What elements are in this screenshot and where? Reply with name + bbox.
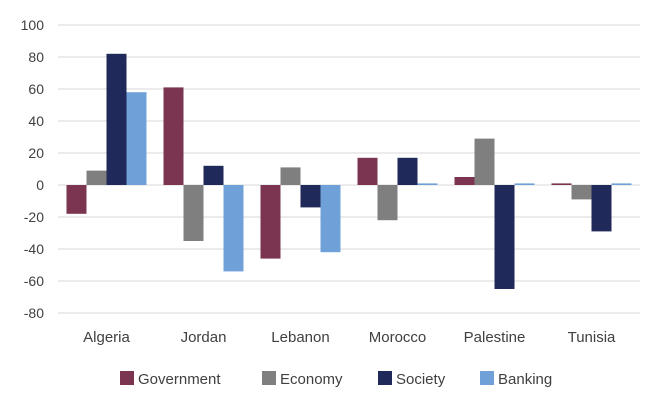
- legend-label-government: Government: [138, 371, 221, 388]
- y-axis-ticks: -80 -60 -40 -20 0 20 40 60 80 100: [21, 17, 45, 321]
- bar-society-tunisia: [591, 185, 612, 232]
- legend-swatch-banking: [480, 371, 494, 385]
- bar-banking-tunisia: [611, 183, 632, 185]
- y-tick-label: 60: [28, 81, 44, 97]
- gridlines: [58, 24, 640, 314]
- y-tick-label: -40: [24, 241, 44, 257]
- y-tick-label: 20: [28, 145, 44, 161]
- legend-label-society: Society: [396, 371, 446, 388]
- y-tick-label: -20: [24, 209, 44, 225]
- bar-economy-jordan: [183, 185, 204, 241]
- legend-swatch-society: [378, 371, 392, 385]
- legend-label-banking: Banking: [498, 371, 552, 388]
- bars: [66, 53, 632, 289]
- x-axis-categories: Algeria Jordan Lebanon Morocco Palestine Tuni…: [83, 329, 616, 346]
- bar-economy-tunisia: [571, 185, 592, 200]
- x-category-label: Algeria: [83, 329, 130, 346]
- bar-society-lebanon: [300, 185, 321, 208]
- bar-government-palestine: [454, 177, 475, 185]
- legend-swatch-government: [120, 371, 134, 385]
- y-tick-label: 0: [36, 177, 44, 193]
- y-tick-label: 40: [28, 113, 44, 129]
- bar-government-jordan: [163, 87, 184, 185]
- bar-banking-jordan: [223, 185, 244, 272]
- bar-banking-algeria: [126, 92, 147, 185]
- y-tick-label: -60: [24, 273, 44, 289]
- bar-banking-morocco: [417, 183, 438, 185]
- bar-government-morocco: [357, 157, 378, 185]
- legend: Government Economy Society Banking: [120, 371, 552, 388]
- bar-economy-algeria: [86, 170, 107, 185]
- bar-society-jordan: [203, 165, 224, 185]
- bar-society-palestine: [494, 185, 515, 289]
- bar-economy-lebanon: [280, 167, 301, 185]
- y-tick-label: 100: [21, 17, 45, 33]
- x-category-label: Lebanon: [271, 329, 329, 346]
- bar-economy-morocco: [377, 185, 398, 221]
- bar-society-morocco: [397, 157, 418, 185]
- bar-government-lebanon: [260, 185, 281, 259]
- x-category-label: Jordan: [181, 329, 227, 346]
- bar-government-algeria: [66, 185, 87, 214]
- bar-banking-lebanon: [320, 185, 341, 253]
- x-category-label: Morocco: [369, 329, 427, 346]
- bar-society-algeria: [106, 53, 127, 185]
- y-tick-label: 80: [28, 49, 44, 65]
- legend-label-economy: Economy: [280, 371, 343, 388]
- bar-economy-palestine: [474, 138, 495, 185]
- x-category-label: Palestine: [464, 329, 526, 346]
- y-tick-label: -80: [24, 305, 44, 321]
- bar-government-tunisia: [551, 183, 572, 185]
- legend-swatch-economy: [262, 371, 276, 385]
- bar-banking-palestine: [514, 183, 535, 185]
- x-category-label: Tunisia: [568, 329, 616, 346]
